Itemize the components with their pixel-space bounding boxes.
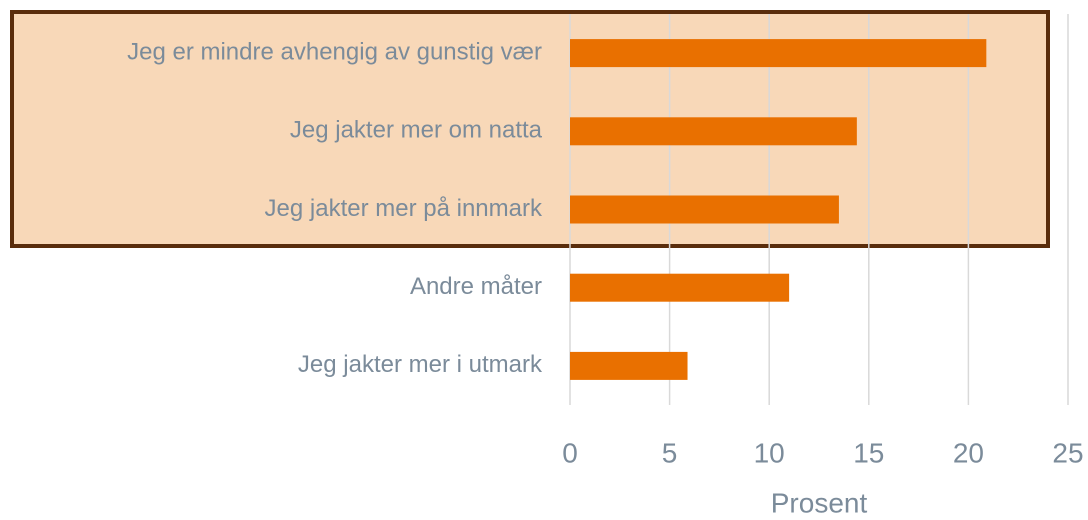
x-tick-label: 0: [562, 437, 578, 468]
bars: [570, 39, 987, 380]
bar: [570, 39, 987, 68]
x-tick-label: 20: [953, 437, 984, 468]
y-tick-label: Jeg jakter mer om natta: [290, 117, 543, 144]
y-tick-label: Jeg jakter mer på innmark: [265, 195, 543, 222]
grid: [569, 14, 1069, 405]
y-tick-label: Jeg er mindre avhengig av gunstig vær: [127, 38, 542, 65]
y-tick-label: Andre måter: [410, 273, 542, 300]
bar: [570, 117, 857, 146]
x-tick-label: 10: [754, 437, 785, 468]
x-tick-label: 25: [1052, 437, 1083, 468]
bar: [570, 351, 688, 380]
x-tick-label: 15: [853, 437, 884, 468]
bar: [570, 273, 790, 302]
bar: [570, 195, 839, 224]
x-axis-title: Prosent: [771, 487, 868, 518]
x-tick-label: 5: [662, 437, 678, 468]
y-tick-label: Jeg jakter mer i utmark: [298, 351, 543, 378]
